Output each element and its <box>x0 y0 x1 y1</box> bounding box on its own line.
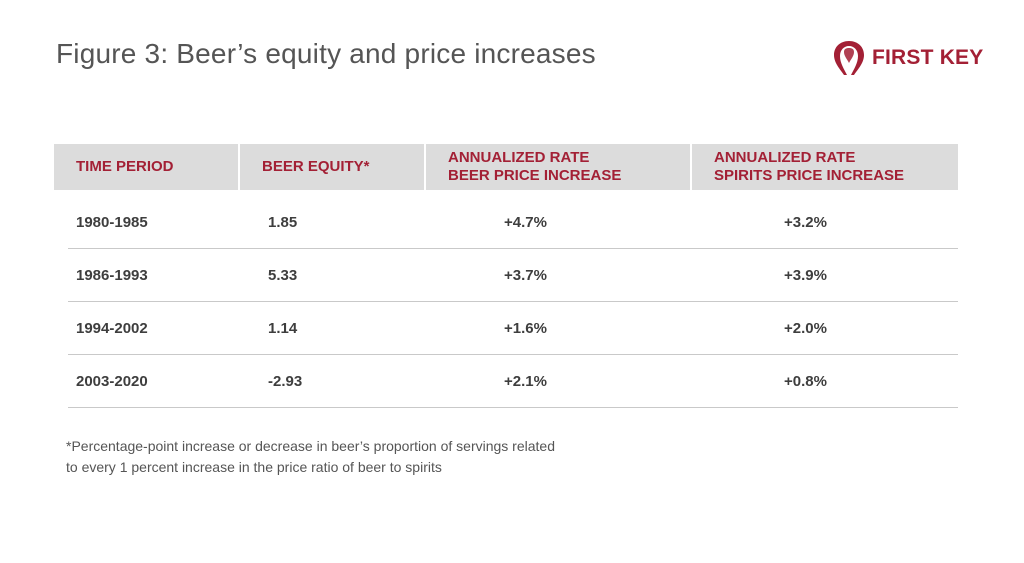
cell-beer-equity: 1.85 <box>268 213 298 231</box>
table-row: 1986-1993 5.33 +3.7% +3.9% <box>68 249 958 302</box>
cell-beer-price: +2.1% <box>504 372 547 390</box>
header-spirits-price-increase: ANNUALIZED RATE SPIRITS PRICE INCREASE <box>692 144 958 190</box>
first-key-logo-icon <box>834 41 864 75</box>
cell-time-period: 2003-2020 <box>76 372 148 390</box>
equity-table: TIME PERIOD BEER EQUITY* ANNUALIZED RATE… <box>54 144 958 408</box>
footnote-line-2: to every 1 percent increase in the price… <box>66 459 442 475</box>
table-row: 1980-1985 1.85 +4.7% +3.2% <box>68 196 958 249</box>
table-row: 1994-2002 1.14 +1.6% +2.0% <box>68 302 958 355</box>
header-time-period: TIME PERIOD <box>54 144 240 190</box>
cell-spirits-price: +2.0% <box>784 319 827 337</box>
cell-beer-equity: 5.33 <box>268 266 298 284</box>
cell-spirits-price: +3.9% <box>784 266 827 284</box>
cell-spirits-price: +3.2% <box>784 213 827 231</box>
cell-beer-price: +4.7% <box>504 213 547 231</box>
footnote: *Percentage-point increase or decrease i… <box>66 436 666 478</box>
cell-time-period: 1980-1985 <box>76 213 148 231</box>
table-row: 2003-2020 -2.93 +2.1% +0.8% <box>68 355 958 408</box>
brand-logo: FIRST KEY <box>832 38 992 78</box>
cell-spirits-price: +0.8% <box>784 372 827 390</box>
header-beer-equity: BEER EQUITY* <box>240 144 426 190</box>
page-title: Figure 3: Beer’s equity and price increa… <box>56 38 596 69</box>
cell-beer-equity: 1.14 <box>268 319 298 337</box>
logo-text: FIRST KEY <box>872 46 984 69</box>
cell-beer-price: +3.7% <box>504 266 547 284</box>
cell-beer-equity: -2.93 <box>268 372 303 390</box>
table-header: TIME PERIOD BEER EQUITY* ANNUALIZED RATE… <box>54 144 958 190</box>
cell-time-period: 1986-1993 <box>76 266 148 284</box>
footnote-line-1: *Percentage-point increase or decrease i… <box>66 438 555 454</box>
cell-beer-price: +1.6% <box>504 319 547 337</box>
cell-time-period: 1994-2002 <box>76 319 148 337</box>
header-beer-price-increase: ANNUALIZED RATE BEER PRICE INCREASE <box>426 144 692 190</box>
